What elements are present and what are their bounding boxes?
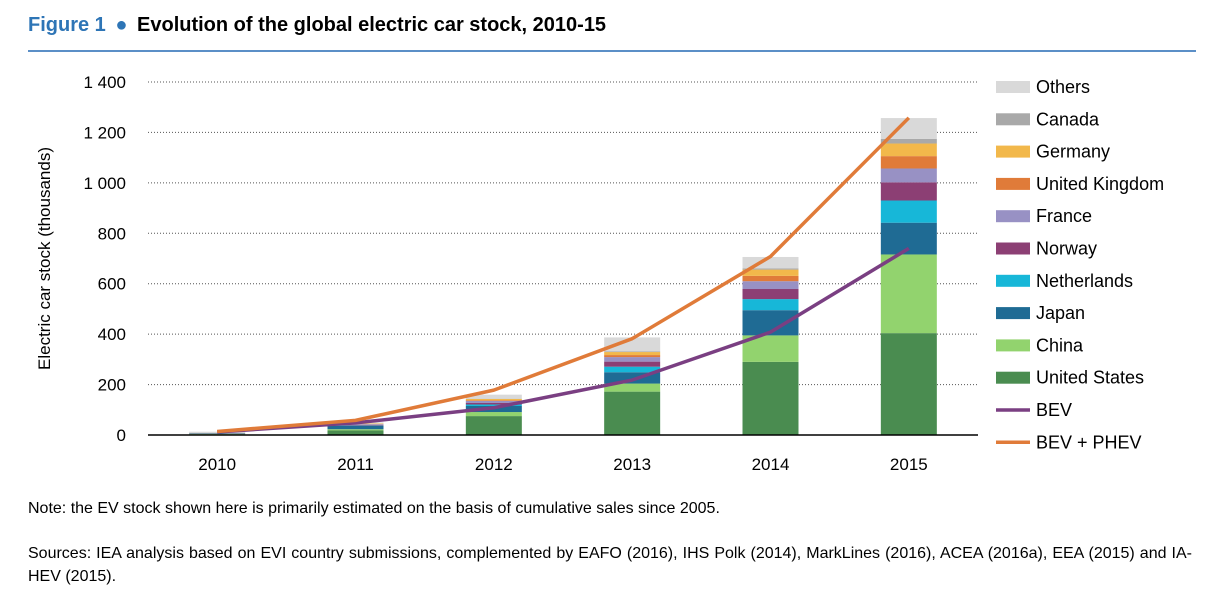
header-rule — [28, 50, 1196, 52]
bar-segment — [465, 400, 522, 401]
legend-swatch — [996, 113, 1030, 126]
legend-label: France — [1036, 206, 1092, 226]
legend-label: Canada — [1036, 109, 1100, 129]
legend-label: Japan — [1036, 303, 1085, 323]
y-tick-label: 1 000 — [83, 174, 126, 193]
bar-segment — [604, 355, 661, 358]
bar-segment — [880, 254, 937, 334]
bar-segment — [880, 182, 937, 201]
legend-label: BEV + PHEV — [1036, 432, 1142, 452]
bar-segment — [880, 143, 937, 157]
bar-segment — [604, 383, 661, 392]
bar-segment — [880, 138, 937, 144]
x-tick-label: 2011 — [337, 455, 374, 474]
y-tick-label: 200 — [98, 376, 126, 395]
bar-stacks — [189, 118, 937, 435]
figure-number: Figure 1 — [28, 14, 106, 36]
bar-segment — [742, 289, 799, 300]
y-tick-label: 800 — [98, 224, 126, 243]
x-tick-label: 2013 — [613, 455, 651, 474]
bar-segment — [742, 281, 799, 290]
bar-segment — [604, 352, 661, 356]
legend-label: United States — [1036, 368, 1144, 388]
bar-segment — [465, 394, 522, 399]
bar-segment — [742, 299, 799, 311]
y-tick-label: 1 200 — [83, 123, 126, 142]
legend-swatch — [996, 177, 1030, 190]
y-tick-label: 600 — [98, 275, 126, 294]
legend-swatch — [996, 339, 1030, 352]
series-line — [217, 116, 911, 434]
legend-swatch — [996, 242, 1030, 255]
bar-segment — [604, 391, 661, 435]
figure-header: Figure 1 ● Evolution of the global elect… — [28, 14, 606, 37]
bar-segment — [465, 402, 522, 405]
bar-segment — [880, 156, 937, 169]
bar-segment — [742, 361, 799, 435]
x-tick-label: 2014 — [752, 455, 790, 474]
y-axis-label: Electric car stock (thousands) — [35, 147, 54, 370]
bar-segment — [465, 412, 522, 417]
bar-segment — [189, 433, 246, 434]
bar-segment — [327, 424, 384, 426]
bar-segment — [604, 337, 661, 352]
legend-swatch — [996, 307, 1030, 320]
gridlines — [148, 81, 978, 386]
legend-label: Norway — [1036, 239, 1097, 259]
bar-segment — [327, 425, 384, 430]
legend-label: Netherlands — [1036, 271, 1133, 291]
figure-bullet: ● — [115, 14, 128, 36]
y-tick-labels: 0 200 400 600 800 1 000 1 200 1 400 — [83, 73, 126, 445]
x-tick-label: 2010 — [198, 455, 236, 474]
legend-swatch — [996, 274, 1030, 287]
x-tick-label: 2015 — [890, 455, 928, 474]
figure-title: Evolution of the global electric car sto… — [137, 14, 607, 36]
bar-segment — [465, 400, 522, 403]
legend-label: Germany — [1036, 142, 1110, 162]
legend-label: United Kingdom — [1036, 174, 1164, 194]
bar-segment — [327, 429, 384, 431]
bar-segment — [742, 256, 799, 269]
bar-segment — [604, 372, 661, 384]
legend-swatch — [996, 81, 1030, 93]
legend-swatch — [996, 145, 1030, 158]
x-tick-labels: 2010 2011 2012 2013 2014 2015 — [198, 455, 927, 474]
bar-segment — [465, 416, 522, 435]
bar-segment — [465, 404, 522, 407]
chart-note: Note: the EV stock shown here is primari… — [28, 500, 720, 517]
bar-segment — [465, 398, 522, 401]
bar-segment — [880, 200, 937, 223]
legend-label: BEV — [1036, 400, 1072, 420]
legend: Others Canada Germany United Kingdom France N… — [996, 77, 1164, 452]
y-tick-label: 400 — [98, 325, 126, 344]
series-line — [217, 246, 910, 434]
legend-label: Others — [1036, 77, 1090, 97]
bar-segment — [604, 361, 661, 367]
chart-sources: Sources: IEA analysis based on EVI count… — [28, 545, 1192, 585]
bar-segment — [604, 357, 661, 362]
x-tick-label: 2012 — [475, 455, 513, 474]
legend-swatch — [996, 210, 1030, 223]
bar-segment — [189, 431, 246, 434]
bar-segment — [742, 275, 799, 282]
bar-segment — [742, 269, 799, 276]
legend-label: China — [1036, 335, 1084, 355]
bar-segment — [880, 333, 937, 435]
bar-segment — [742, 268, 799, 270]
bar-segment — [604, 351, 661, 353]
line-series — [217, 116, 911, 434]
legend-swatch — [996, 371, 1030, 384]
bar-segment — [604, 366, 661, 373]
bar-segment — [327, 430, 384, 435]
y-tick-label: 1 400 — [83, 73, 126, 92]
y-tick-label: 0 — [117, 426, 126, 445]
bar-segment — [880, 168, 937, 183]
